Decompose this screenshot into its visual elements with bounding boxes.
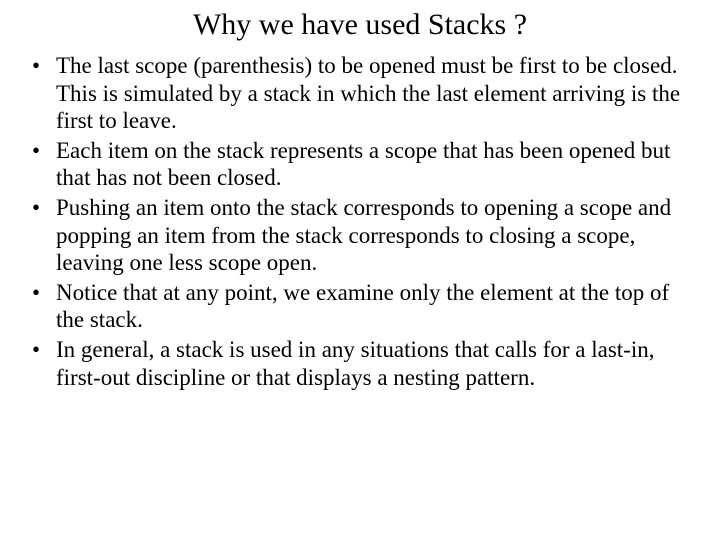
list-item: In general, a stack is used in any situa…: [24, 336, 696, 391]
list-item: Pushing an item onto the stack correspon…: [24, 194, 696, 277]
list-item: The last scope (parenthesis) to be opene…: [24, 52, 696, 135]
slide-title: Why we have used Stacks ?: [24, 8, 696, 42]
list-item: Notice that at any point, we examine onl…: [24, 279, 696, 334]
bullet-list: The last scope (parenthesis) to be opene…: [24, 52, 696, 391]
list-item: Each item on the stack represents a scop…: [24, 137, 696, 192]
